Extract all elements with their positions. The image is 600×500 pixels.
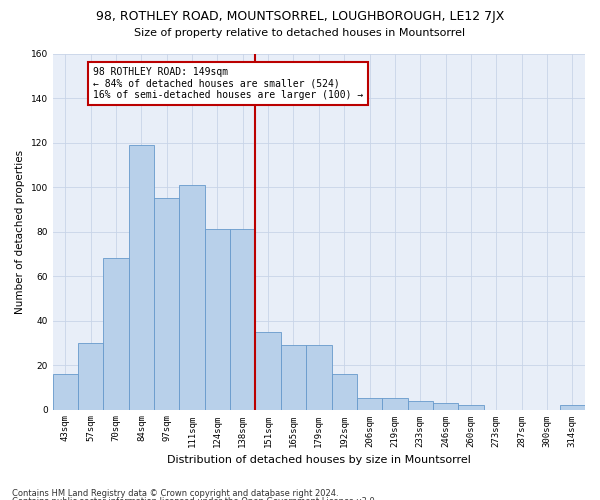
- Bar: [129, 144, 154, 410]
- Bar: [382, 398, 407, 409]
- Bar: [560, 405, 585, 409]
- Bar: [256, 332, 281, 409]
- Bar: [230, 230, 256, 410]
- Bar: [103, 258, 129, 410]
- Text: Contains HM Land Registry data © Crown copyright and database right 2024.: Contains HM Land Registry data © Crown c…: [12, 488, 338, 498]
- Bar: [205, 230, 230, 410]
- Bar: [179, 185, 205, 410]
- Bar: [306, 345, 332, 410]
- Text: Size of property relative to detached houses in Mountsorrel: Size of property relative to detached ho…: [134, 28, 466, 38]
- Bar: [53, 374, 78, 410]
- Text: 98 ROTHLEY ROAD: 149sqm
← 84% of detached houses are smaller (524)
16% of semi-d: 98 ROTHLEY ROAD: 149sqm ← 84% of detache…: [93, 67, 364, 100]
- Bar: [154, 198, 179, 410]
- Text: Contains public sector information licensed under the Open Government Licence v3: Contains public sector information licen…: [12, 497, 377, 500]
- Bar: [458, 405, 484, 409]
- Bar: [407, 400, 433, 409]
- Bar: [433, 403, 458, 409]
- Bar: [281, 345, 306, 410]
- Y-axis label: Number of detached properties: Number of detached properties: [15, 150, 25, 314]
- Text: 98, ROTHLEY ROAD, MOUNTSORREL, LOUGHBOROUGH, LE12 7JX: 98, ROTHLEY ROAD, MOUNTSORREL, LOUGHBORO…: [96, 10, 504, 23]
- X-axis label: Distribution of detached houses by size in Mountsorrel: Distribution of detached houses by size …: [167, 455, 471, 465]
- Bar: [332, 374, 357, 410]
- Bar: [78, 343, 103, 409]
- Bar: [357, 398, 382, 409]
